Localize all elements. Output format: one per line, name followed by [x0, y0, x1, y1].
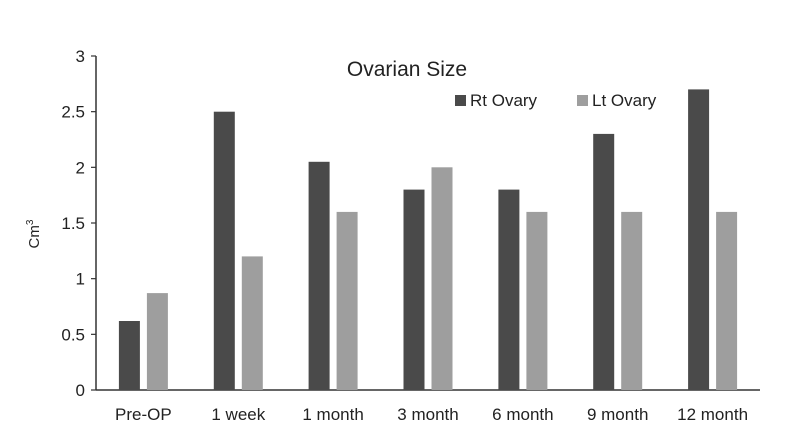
- x-tick-label-3: 3 month: [397, 405, 458, 424]
- bar-lt-ovary-2: [336, 211, 358, 390]
- bar-rt-ovary-1: [213, 111, 235, 390]
- bar-lt-ovary-4: [526, 211, 548, 390]
- bar-lt-ovary-6: [716, 211, 738, 390]
- bars: [118, 89, 738, 391]
- x-tick-label-1: 1 week: [211, 405, 265, 424]
- chart-title: Ovarian Size: [347, 58, 467, 81]
- bar-rt-ovary-4: [498, 189, 520, 390]
- x-ticks: Pre-OP 1 week 1 month 3 month 6 month 9 month…: [115, 405, 748, 424]
- y-tick-label-3: 1.5: [61, 214, 85, 233]
- y-axis-label-superscript: 3: [25, 219, 36, 225]
- bar-lt-ovary-3: [431, 167, 453, 390]
- y-tick-label-1: 0.5: [61, 325, 85, 344]
- x-tick-label-0: Pre-OP: [115, 405, 172, 424]
- bar-rt-ovary-0: [118, 321, 140, 390]
- y-tick-label-0: 0: [76, 381, 85, 400]
- y-axis-label: Cm3: [25, 219, 43, 248]
- bar-rt-ovary-2: [308, 161, 330, 390]
- y-tick-label-6: 3: [76, 47, 85, 66]
- axes: [95, 56, 760, 391]
- bar-rt-ovary-6: [688, 89, 710, 391]
- legend-label-lt-ovary: Lt Ovary: [592, 91, 657, 110]
- legend-swatch-rt-ovary: [455, 95, 466, 106]
- x-tick-label-5: 9 month: [587, 405, 648, 424]
- legend-swatch-lt-ovary: [577, 95, 588, 106]
- y-tick-label-5: 2.5: [61, 103, 85, 122]
- bar-rt-ovary-5: [593, 133, 615, 390]
- x-tick-label-2: 1 month: [302, 405, 363, 424]
- y-ticks: 0 0.5 1 1.5 2 2.5 3: [61, 47, 96, 400]
- y-tick-label-2: 1: [76, 270, 85, 289]
- bar-lt-ovary-5: [621, 211, 643, 390]
- x-tick-label-6: 12 month: [677, 405, 748, 424]
- y-axis-label-text: Cm: [26, 225, 43, 248]
- bar-lt-ovary-1: [241, 256, 263, 390]
- bar-lt-ovary-0: [146, 293, 168, 390]
- x-tick-label-4: 6 month: [492, 405, 553, 424]
- bar-rt-ovary-3: [403, 189, 425, 390]
- y-tick-label-4: 2: [76, 158, 85, 177]
- legend-label-rt-ovary: Rt Ovary: [470, 91, 538, 110]
- legend: Rt Ovary Lt Ovary: [455, 91, 657, 110]
